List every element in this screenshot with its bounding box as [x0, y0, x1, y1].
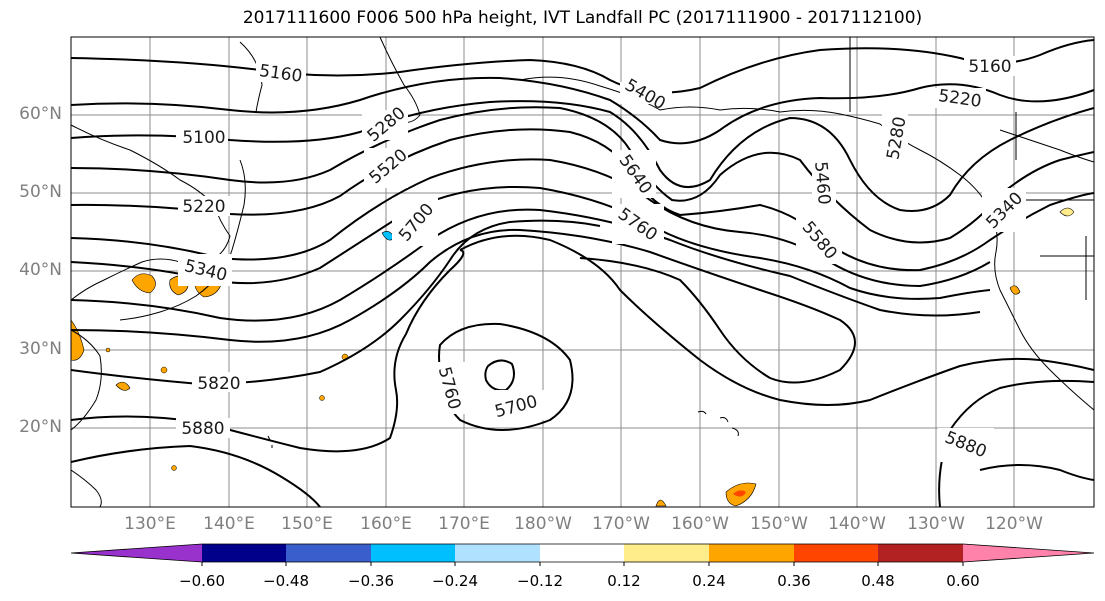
contour-label-backgrounds: [176, 56, 1026, 462]
lon-label: 170°W: [592, 514, 650, 534]
colorbar-tick-label: 0.60: [946, 572, 980, 590]
colorbar: [70, 543, 1095, 566]
colorbar-swatch: [202, 544, 286, 562]
map-frame: [70, 36, 1095, 508]
colorbar-swatch: [455, 544, 540, 562]
colorbar-swatch: [624, 544, 709, 562]
lat-label: 20°N: [19, 417, 62, 437]
lat-label: 40°N: [19, 260, 62, 280]
colorbar-tick-label: 0.48: [861, 572, 895, 590]
lon-label: 130°E: [124, 514, 176, 534]
contour-label: 5160: [968, 57, 1011, 77]
colorbar-swatch: [878, 544, 963, 562]
colorbar-swatch: [794, 544, 878, 562]
lon-label: 160°E: [360, 514, 412, 534]
contour-label: 5460: [810, 161, 834, 206]
colorbar-tick-label: −0.12: [517, 572, 563, 590]
lat-label: 50°N: [19, 182, 62, 202]
lon-label: 120°W: [985, 514, 1043, 534]
colorbar-swatch: [709, 544, 794, 562]
colorbar-swatch: [371, 544, 455, 562]
lon-label: 130°W: [907, 514, 965, 534]
lon-label: 150°W: [750, 514, 808, 534]
lon-label: 140°E: [203, 514, 255, 534]
lat-label: 30°N: [19, 339, 62, 359]
contour-label: 5880: [181, 419, 224, 439]
lon-label: 170°E: [438, 514, 490, 534]
colorbar-tick-label: −0.36: [348, 572, 394, 590]
colorbar-tick-label: 0.36: [777, 572, 811, 590]
ivt-shading: [71, 207, 1075, 507]
colorbar-tick-label: −0.48: [263, 572, 309, 590]
colorbar-tick-label: −0.60: [179, 572, 225, 590]
lon-label: 160°W: [671, 514, 729, 534]
colorbar-tick-label: −0.24: [432, 572, 478, 590]
contour-label: 5820: [197, 374, 240, 394]
colorbar-swatch: [540, 544, 624, 562]
figure-title: 2017111600 F006 500 hPa height, IVT Land…: [242, 8, 923, 28]
colorbar-tick-label: 0.12: [607, 572, 641, 590]
lon-label: 140°W: [828, 514, 886, 534]
colorbar-tick-label: 0.24: [692, 572, 726, 590]
colorbar-extend-low: [71, 544, 202, 562]
colorbar-swatch: [286, 544, 371, 562]
colorbar-extend-high: [963, 544, 1094, 562]
contour-label: 5100: [182, 128, 225, 148]
lon-label: 180°W: [514, 514, 572, 534]
lat-label: 60°N: [19, 104, 62, 124]
contour-label: 5220: [182, 197, 225, 217]
lon-label: 150°E: [281, 514, 333, 534]
